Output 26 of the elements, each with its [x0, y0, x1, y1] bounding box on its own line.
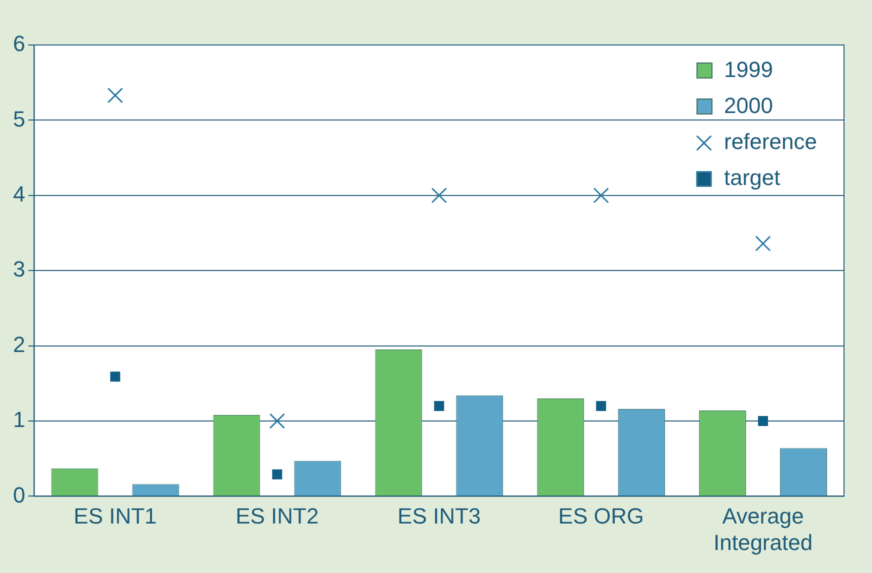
y-tick-label: 0 — [12, 482, 26, 508]
point — [434, 400, 444, 411]
legend-label: 1999 — [724, 57, 773, 82]
point — [107, 88, 124, 104]
point — [596, 400, 606, 411]
x-tick-label: Average Integrated — [713, 503, 813, 555]
y-tick-label: 5 — [12, 106, 26, 132]
y-tick-label: 4 — [12, 181, 26, 206]
point — [110, 372, 120, 382]
y-tick-label: 3 — [12, 256, 26, 282]
x-tick-label: ES INT1 — [74, 503, 157, 528]
x-tick-label: ES INT3 — [398, 503, 481, 528]
point — [593, 188, 609, 204]
legend-label: 2000 — [724, 93, 773, 118]
y-tick-label: 6 — [12, 31, 26, 56]
legend-label: reference — [724, 129, 817, 154]
point — [755, 236, 771, 252]
x-tick-label: ES INT2 — [236, 503, 319, 528]
y-tick-label: 1 — [12, 407, 26, 432]
point — [431, 188, 447, 204]
point — [269, 413, 285, 429]
point — [758, 416, 768, 426]
legend-label: target — [724, 165, 780, 190]
y-tick-label: 2 — [12, 332, 26, 357]
point — [272, 469, 282, 480]
x-tick-label: ES ORG — [558, 503, 644, 528]
